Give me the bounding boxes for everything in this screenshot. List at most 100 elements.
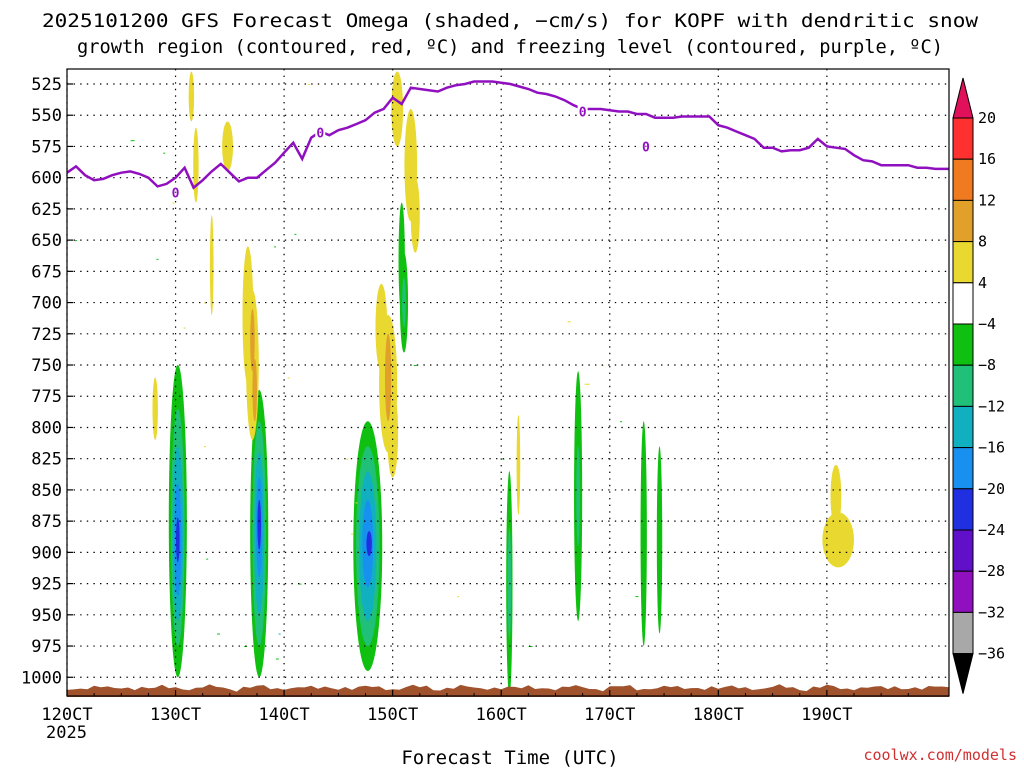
omega-shading — [75, 71, 855, 696]
contour-label-bg — [315, 124, 326, 141]
colorbar-bottom-arrow — [952, 653, 974, 694]
y-axis: 525 550 575 600 625 650 675 700 725 750 775 800 825 8… — [21, 75, 73, 688]
omega-streak — [156, 258, 159, 260]
omega-streak — [274, 246, 277, 248]
y-tick-label: 850 — [31, 481, 62, 501]
y-tick-label: 950 — [31, 606, 62, 626]
omega-streak — [350, 533, 353, 535]
source-credit: coolwx.com/models — [863, 746, 1017, 764]
freezing-level-contour — [66, 80, 949, 190]
colorbar-label: 16 — [978, 150, 996, 168]
omega-cell — [366, 531, 372, 557]
omega-streak — [294, 233, 297, 235]
omega-streak — [355, 502, 358, 504]
chart-title-line2: growth region (contoured, red, ºC) and f… — [77, 36, 943, 58]
y-tick-label: 900 — [31, 543, 62, 563]
colorbar-swatch — [952, 158, 974, 201]
colorbar-label: −36 — [978, 645, 1005, 663]
y-tick-label: 725 — [31, 325, 62, 345]
omega-streak — [567, 321, 571, 323]
y-tick-label: 775 — [31, 387, 62, 407]
omega-cell — [252, 358, 257, 422]
omega-streak — [183, 327, 186, 329]
y-tick-label: 600 — [31, 169, 62, 189]
omega-streak — [287, 377, 290, 379]
y-tick-label: 700 — [31, 294, 62, 314]
y-tick-label: 675 — [31, 262, 62, 282]
x-tick-label: 130CT — [150, 705, 201, 725]
omega-streak — [298, 583, 302, 585]
omega-streak — [528, 646, 533, 648]
x-tick-label: 160CT — [476, 705, 527, 725]
colorbar-label: 12 — [978, 191, 996, 209]
omega-streak — [172, 202, 175, 204]
omega-cell — [830, 464, 842, 528]
omega-cell — [384, 333, 392, 422]
colorbar-label: −28 — [978, 562, 1005, 580]
y-tick-label: 625 — [31, 200, 62, 220]
omega-streak — [413, 365, 417, 367]
omega-cell — [640, 421, 647, 647]
plot-area: 0 0 0 0 — [66, 68, 950, 697]
x-tick-label: 190CT — [801, 705, 852, 725]
colorbar-label: −16 — [978, 439, 1005, 457]
y-tick-label: 650 — [31, 231, 62, 251]
contour-label: 0 — [172, 187, 180, 202]
contour-label: 0 — [642, 140, 650, 155]
colorbar-top-arrow — [952, 77, 974, 119]
colorbar-swatch — [952, 611, 974, 655]
contour-label-bg — [170, 184, 181, 201]
x-tick-label: 150CT — [367, 705, 418, 725]
colorbar-swatch — [952, 282, 974, 325]
colorbar-label: −20 — [978, 480, 1005, 498]
omega-streak — [278, 633, 281, 635]
omega-cell — [656, 446, 663, 634]
plot-frame — [66, 68, 950, 697]
omega-streak — [307, 83, 310, 85]
colorbar-swatch — [952, 570, 974, 613]
x-tick-label: 140CT — [259, 705, 310, 725]
colorbar-label: −12 — [978, 397, 1005, 415]
y-tick-label: 925 — [31, 575, 62, 595]
colorbar-swatch — [952, 364, 974, 407]
colorbar-swatch — [952, 117, 974, 160]
colorbar-swatch — [952, 529, 974, 572]
colorbar-label: 4 — [978, 274, 987, 292]
y-tick-label: 825 — [31, 450, 62, 470]
omega-cell — [822, 512, 855, 568]
y-tick-label: 800 — [31, 418, 62, 438]
omega-streak — [620, 421, 623, 423]
chart-title-line1: 2025101200 GFS Forecast Omega (shaded, −… — [42, 10, 979, 32]
colorbar-label: −8 — [978, 356, 996, 374]
omega-cell — [209, 215, 214, 316]
colorbar-swatch — [952, 241, 974, 284]
colorbar-swatch — [952, 488, 974, 531]
x-axis-title: Forecast Time (UTC) — [401, 747, 618, 768]
y-tick-label: 750 — [31, 356, 62, 376]
contour-label-bg — [640, 138, 651, 155]
omega-cell — [222, 121, 233, 172]
omega-cell — [257, 499, 262, 550]
y-tick-label: 525 — [31, 75, 62, 95]
omega-cell — [193, 127, 199, 203]
omega-streak — [275, 658, 279, 660]
omega-streak — [75, 240, 78, 242]
colorbar-swatch — [952, 323, 974, 366]
omega-streak — [584, 383, 590, 385]
omega-cell — [152, 377, 158, 440]
colorbar-label: −32 — [978, 603, 1005, 621]
omega-cell — [516, 414, 521, 515]
freezing-level-labels: 0 0 0 0 — [170, 103, 651, 202]
omega-cell — [250, 308, 255, 372]
colorbar-swatch — [952, 447, 974, 490]
omega-streak — [203, 446, 206, 448]
omega-streak — [206, 558, 209, 560]
y-tick-label: 575 — [31, 137, 62, 157]
x-tick-label: 120CT — [41, 705, 92, 725]
colorbar-label: 20 — [978, 109, 996, 127]
omega-streak — [346, 458, 349, 460]
x-tick-label: 180CT — [693, 705, 744, 725]
omega-cell — [391, 71, 404, 147]
omega-streak — [217, 633, 221, 635]
contour-label: 0 — [579, 105, 587, 120]
